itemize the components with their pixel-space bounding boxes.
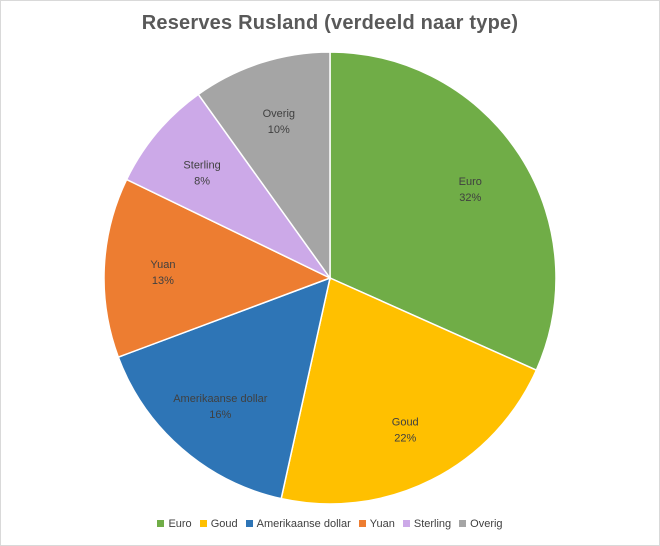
legend-label: Goud [210,518,238,530]
legend-label: Yuan [369,518,395,530]
legend-item-goud: Goud [199,518,238,530]
pie-slice-sterling [125,93,331,279]
slice-label-euro: Euro 32% [459,176,482,204]
legend-label: Sterling [413,518,452,530]
legend-swatch [245,520,253,527]
legend-label: Euro [168,518,192,530]
pie-slice-amerikaanse-dollar [117,276,332,500]
legend-item-overig: Overig [459,518,503,530]
slice-label-goud: Goud 22% [392,416,419,444]
legend-item-euro: Euro [157,518,192,530]
legend-item-yuan: Yuan [358,518,395,530]
slice-label-yuan: Yuan 13% [150,259,175,287]
legend-item-amerikaanse-dollar: Amerikaanse dollar [245,518,351,530]
chart-title: Reserves Rusland (verdeeld naar type) [141,12,519,34]
slice-label-amerikaanse-dollar: Amerikaanse dollar 16% [173,393,267,421]
pie-slice-euro [329,51,557,372]
pie-slice-overig [197,51,331,281]
slice-label-overig: Overig 10% [263,108,295,136]
legend-swatch [459,520,467,527]
pie-slice-yuan [103,178,332,359]
legend-label: Overig [470,518,503,530]
legend-swatch [358,520,366,527]
slice-label-sterling: Sterling 8% [183,159,220,187]
pie-slice-goud [280,276,538,505]
legend-item-sterling: Sterling [402,518,452,530]
legend-swatch [402,520,410,527]
legend-swatch [199,520,207,527]
legend: Euro Goud Amerikaanse dollar Yuan Sterling Ov… [0,518,660,530]
legend-label: Amerikaanse dollar [256,518,351,530]
legend-swatch [157,520,165,527]
